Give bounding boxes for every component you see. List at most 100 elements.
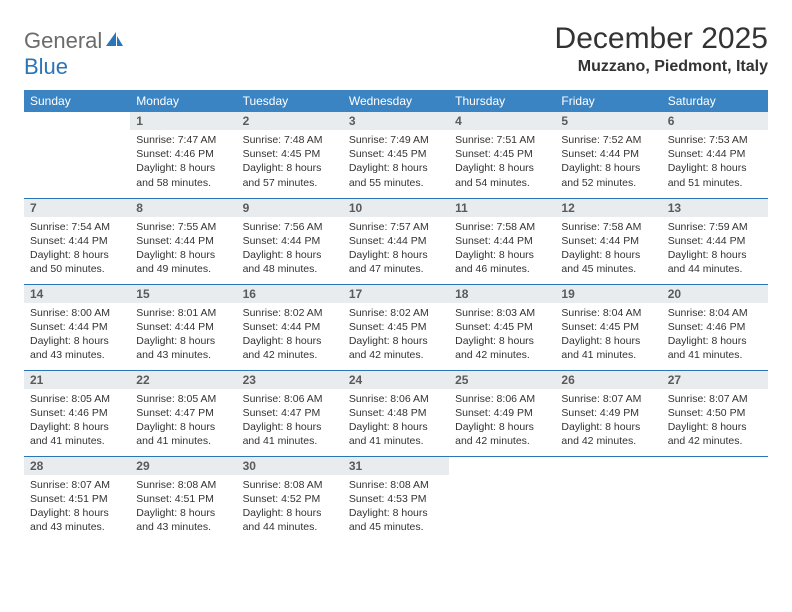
calendar-week: 1Sunrise: 7:47 AMSunset: 4:46 PMDaylight… <box>24 112 768 198</box>
calendar-cell: 20Sunrise: 8:04 AMSunset: 4:46 PMDayligh… <box>662 284 768 370</box>
calendar-cell: 26Sunrise: 8:07 AMSunset: 4:49 PMDayligh… <box>555 370 661 456</box>
day-body: Sunrise: 7:57 AMSunset: 4:44 PMDaylight:… <box>343 217 449 281</box>
day-body: Sunrise: 7:55 AMSunset: 4:44 PMDaylight:… <box>130 217 236 281</box>
day-number: 6 <box>662 112 768 130</box>
header: GeneralBlue December 2025 Muzzano, Piedm… <box>24 22 768 80</box>
calendar-cell: 5Sunrise: 7:52 AMSunset: 4:44 PMDaylight… <box>555 112 661 198</box>
daylight-line: Daylight: 8 hours and 51 minutes. <box>668 161 762 189</box>
sunrise-line: Sunrise: 7:55 AM <box>136 220 230 234</box>
daylight-line: Daylight: 8 hours and 41 minutes. <box>243 420 337 448</box>
day-number: 8 <box>130 199 236 217</box>
calendar-cell: 4Sunrise: 7:51 AMSunset: 4:45 PMDaylight… <box>449 112 555 198</box>
calendar-week: 14Sunrise: 8:00 AMSunset: 4:44 PMDayligh… <box>24 284 768 370</box>
calendar-cell: 2Sunrise: 7:48 AMSunset: 4:45 PMDaylight… <box>237 112 343 198</box>
daylight-line: Daylight: 8 hours and 42 minutes. <box>561 420 655 448</box>
day-number: 24 <box>343 371 449 389</box>
sunrise-line: Sunrise: 8:08 AM <box>243 478 337 492</box>
day-number: 4 <box>449 112 555 130</box>
day-body: Sunrise: 8:04 AMSunset: 4:46 PMDaylight:… <box>662 303 768 367</box>
day-number: 1 <box>130 112 236 130</box>
day-body: Sunrise: 8:06 AMSunset: 4:47 PMDaylight:… <box>237 389 343 453</box>
daylight-line: Daylight: 8 hours and 42 minutes. <box>243 334 337 362</box>
calendar-cell: 16Sunrise: 8:02 AMSunset: 4:44 PMDayligh… <box>237 284 343 370</box>
calendar-cell: 29Sunrise: 8:08 AMSunset: 4:51 PMDayligh… <box>130 456 236 542</box>
calendar-cell: 21Sunrise: 8:05 AMSunset: 4:46 PMDayligh… <box>24 370 130 456</box>
daylight-line: Daylight: 8 hours and 55 minutes. <box>349 161 443 189</box>
sunrise-line: Sunrise: 8:04 AM <box>561 306 655 320</box>
day-header: Sunday <box>24 90 130 112</box>
logo-part2: Blue <box>24 54 68 79</box>
sunrise-line: Sunrise: 7:57 AM <box>349 220 443 234</box>
day-number: 14 <box>24 285 130 303</box>
sunset-line: Sunset: 4:53 PM <box>349 492 443 506</box>
day-body: Sunrise: 8:01 AMSunset: 4:44 PMDaylight:… <box>130 303 236 367</box>
daylight-line: Daylight: 8 hours and 41 minutes. <box>561 334 655 362</box>
daylight-line: Daylight: 8 hours and 42 minutes. <box>668 420 762 448</box>
day-body: Sunrise: 8:02 AMSunset: 4:44 PMDaylight:… <box>237 303 343 367</box>
day-body: Sunrise: 8:08 AMSunset: 4:51 PMDaylight:… <box>130 475 236 539</box>
sunset-line: Sunset: 4:50 PM <box>668 406 762 420</box>
calendar-cell: 12Sunrise: 7:58 AMSunset: 4:44 PMDayligh… <box>555 198 661 284</box>
calendar-cell: 19Sunrise: 8:04 AMSunset: 4:45 PMDayligh… <box>555 284 661 370</box>
day-body: Sunrise: 8:04 AMSunset: 4:45 PMDaylight:… <box>555 303 661 367</box>
day-number: 20 <box>662 285 768 303</box>
sunrise-line: Sunrise: 7:58 AM <box>561 220 655 234</box>
calendar-cell: 8Sunrise: 7:55 AMSunset: 4:44 PMDaylight… <box>130 198 236 284</box>
day-body: Sunrise: 7:52 AMSunset: 4:44 PMDaylight:… <box>555 130 661 194</box>
sunrise-line: Sunrise: 8:03 AM <box>455 306 549 320</box>
day-body: Sunrise: 7:48 AMSunset: 4:45 PMDaylight:… <box>237 130 343 194</box>
sunset-line: Sunset: 4:52 PM <box>243 492 337 506</box>
day-number: 25 <box>449 371 555 389</box>
calendar-cell: 6Sunrise: 7:53 AMSunset: 4:44 PMDaylight… <box>662 112 768 198</box>
calendar-cell: 17Sunrise: 8:02 AMSunset: 4:45 PMDayligh… <box>343 284 449 370</box>
sunrise-line: Sunrise: 7:48 AM <box>243 133 337 147</box>
sunset-line: Sunset: 4:46 PM <box>668 320 762 334</box>
day-header: Saturday <box>662 90 768 112</box>
sunset-line: Sunset: 4:51 PM <box>136 492 230 506</box>
day-body: Sunrise: 8:08 AMSunset: 4:53 PMDaylight:… <box>343 475 449 539</box>
daylight-line: Daylight: 8 hours and 49 minutes. <box>136 248 230 276</box>
day-body: Sunrise: 8:03 AMSunset: 4:45 PMDaylight:… <box>449 303 555 367</box>
day-number: 28 <box>24 457 130 475</box>
day-number: 18 <box>449 285 555 303</box>
sunset-line: Sunset: 4:46 PM <box>30 406 124 420</box>
sunset-line: Sunset: 4:44 PM <box>136 234 230 248</box>
day-body: Sunrise: 8:07 AMSunset: 4:50 PMDaylight:… <box>662 389 768 453</box>
calendar-cell: 24Sunrise: 8:06 AMSunset: 4:48 PMDayligh… <box>343 370 449 456</box>
day-body: Sunrise: 7:58 AMSunset: 4:44 PMDaylight:… <box>449 217 555 281</box>
daylight-line: Daylight: 8 hours and 46 minutes. <box>455 248 549 276</box>
sunrise-line: Sunrise: 7:49 AM <box>349 133 443 147</box>
calendar-cell: 23Sunrise: 8:06 AMSunset: 4:47 PMDayligh… <box>237 370 343 456</box>
daylight-line: Daylight: 8 hours and 41 minutes. <box>349 420 443 448</box>
sunset-line: Sunset: 4:45 PM <box>349 147 443 161</box>
calendar-cell: 15Sunrise: 8:01 AMSunset: 4:44 PMDayligh… <box>130 284 236 370</box>
day-header: Friday <box>555 90 661 112</box>
daylight-line: Daylight: 8 hours and 58 minutes. <box>136 161 230 189</box>
sunset-line: Sunset: 4:49 PM <box>561 406 655 420</box>
day-body: Sunrise: 8:06 AMSunset: 4:48 PMDaylight:… <box>343 389 449 453</box>
sunset-line: Sunset: 4:44 PM <box>668 147 762 161</box>
day-body: Sunrise: 7:51 AMSunset: 4:45 PMDaylight:… <box>449 130 555 194</box>
day-body: Sunrise: 8:07 AMSunset: 4:51 PMDaylight:… <box>24 475 130 539</box>
daylight-line: Daylight: 8 hours and 41 minutes. <box>30 420 124 448</box>
sunset-line: Sunset: 4:44 PM <box>136 320 230 334</box>
day-body: Sunrise: 8:08 AMSunset: 4:52 PMDaylight:… <box>237 475 343 539</box>
day-number: 5 <box>555 112 661 130</box>
sunrise-line: Sunrise: 8:08 AM <box>349 478 443 492</box>
calendar-cell: 13Sunrise: 7:59 AMSunset: 4:44 PMDayligh… <box>662 198 768 284</box>
calendar-cell: 25Sunrise: 8:06 AMSunset: 4:49 PMDayligh… <box>449 370 555 456</box>
sunrise-line: Sunrise: 8:08 AM <box>136 478 230 492</box>
sunset-line: Sunset: 4:47 PM <box>243 406 337 420</box>
calendar-cell: 11Sunrise: 7:58 AMSunset: 4:44 PMDayligh… <box>449 198 555 284</box>
day-number: 19 <box>555 285 661 303</box>
sunset-line: Sunset: 4:49 PM <box>455 406 549 420</box>
sunrise-line: Sunrise: 8:06 AM <box>243 392 337 406</box>
day-number: 27 <box>662 371 768 389</box>
sunset-line: Sunset: 4:44 PM <box>561 147 655 161</box>
daylight-line: Daylight: 8 hours and 41 minutes. <box>668 334 762 362</box>
daylight-line: Daylight: 8 hours and 50 minutes. <box>30 248 124 276</box>
logo: GeneralBlue <box>24 22 126 80</box>
day-header: Thursday <box>449 90 555 112</box>
sunrise-line: Sunrise: 8:04 AM <box>668 306 762 320</box>
day-body: Sunrise: 7:59 AMSunset: 4:44 PMDaylight:… <box>662 217 768 281</box>
